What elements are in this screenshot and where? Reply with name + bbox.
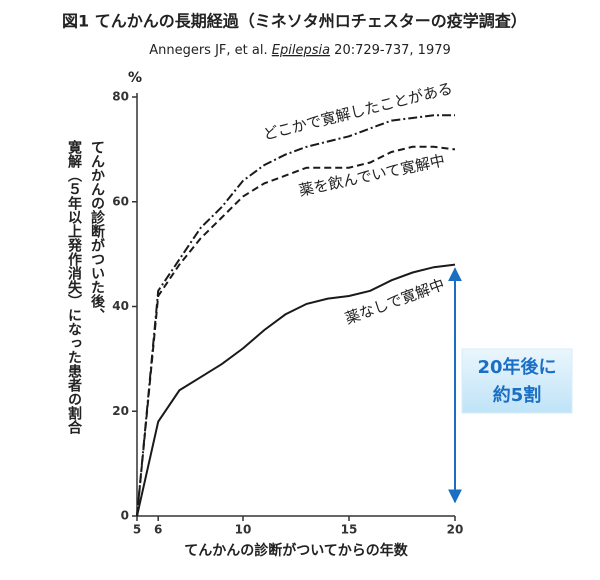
y-unit: %: [128, 70, 142, 86]
series-label: 薬を飲んでいて寛解中: [297, 151, 446, 200]
subtitle-part: Annegers JF, et al.: [149, 43, 272, 58]
subtitle-part: 20:729-737, 1979: [330, 43, 451, 58]
x-tick-label: 10: [235, 523, 252, 537]
chart-subtitle: Annegers JF, et al. Epilepsia 20:729-737…: [149, 43, 451, 58]
y-axis-label: てんかんの診断がついた後、: [89, 140, 105, 322]
annotation-box: [461, 348, 573, 414]
y-tick-label: 20: [112, 404, 129, 418]
y-axis-label: 寛解（５年以上発作消失）になった患者の割合: [66, 139, 83, 435]
series-line: [136, 263, 456, 517]
x-tick-label: 15: [341, 523, 358, 537]
y-tick-label: 80: [112, 90, 129, 104]
annotation-text: 約5割: [493, 384, 542, 406]
y-tick-label: 0: [121, 509, 129, 523]
x-tick-label: 20: [447, 523, 464, 537]
series-label: 薬なしで寛解中: [343, 275, 447, 328]
annotation-text: 20年後に: [477, 356, 556, 378]
y-tick-label: 60: [112, 194, 129, 208]
x-axis-label: てんかんの診断がついてからの年数: [184, 542, 409, 559]
chart-title: 図1 てんかんの長期経過（ミネソタ州ロチェスターの疫学調査）: [62, 12, 527, 31]
series-label: どこかで寛解したことがある: [261, 79, 454, 144]
x-tick-label: 5: [133, 523, 141, 537]
x-tick-label: 6: [154, 523, 162, 537]
series-line: [136, 114, 455, 517]
subtitle-part: Epilepsia: [272, 43, 330, 58]
series-line: [136, 145, 456, 517]
y-tick-label: 40: [112, 299, 129, 313]
